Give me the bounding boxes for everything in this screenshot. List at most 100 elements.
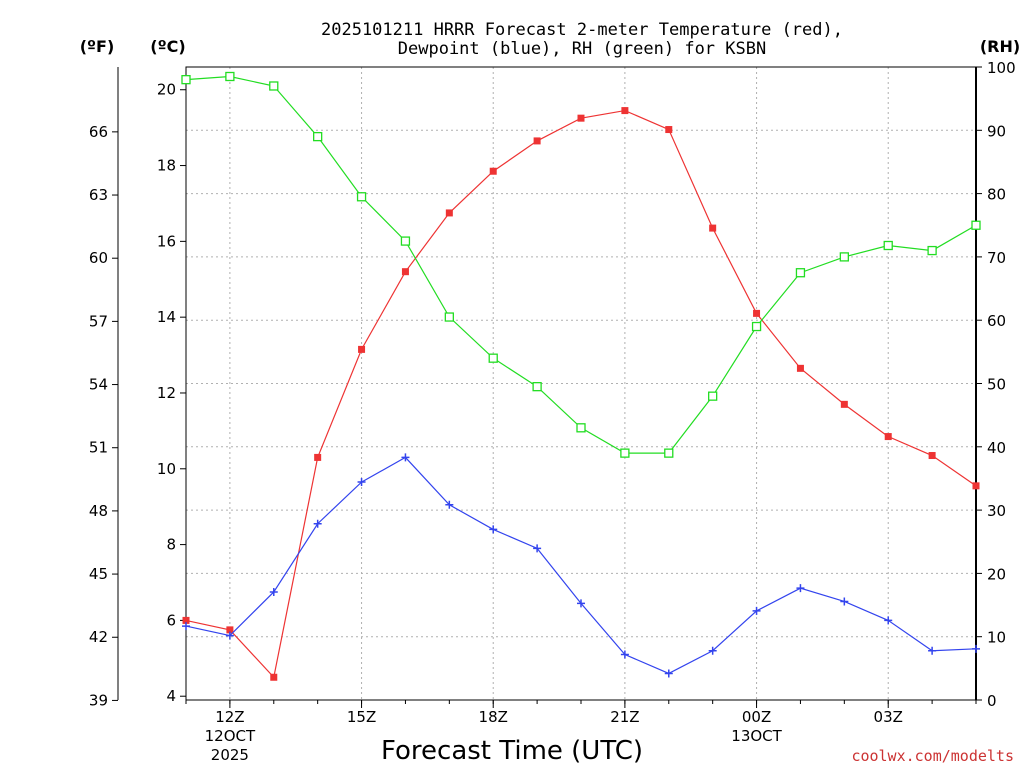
x-date-label: 13OCT [731, 727, 782, 745]
celsius-tick-label: 12 [157, 384, 176, 402]
dewpoint-point [840, 597, 849, 606]
rh-tick-label: 20 [987, 565, 1006, 583]
2-meter-temperature-point [665, 126, 673, 134]
rh-tick-label: 80 [987, 186, 1006, 204]
dewpoint-point [708, 646, 717, 655]
2-meter-temperature-point [489, 167, 497, 175]
fahrenheit-tick-label: 60 [89, 249, 108, 267]
rh-tick-label: 40 [987, 439, 1006, 457]
fahrenheit-unit-label: (ºF) [80, 37, 115, 56]
relative-humidity-point [400, 236, 411, 246]
fahrenheit-tick-label: 66 [89, 123, 108, 141]
dewpoint-point [752, 606, 761, 615]
2-meter-temperature-point [840, 400, 848, 408]
fahrenheit-tick-label: 42 [89, 628, 108, 646]
2-meter-temperature-point [226, 626, 234, 634]
dewpoint-point [884, 616, 893, 625]
dewpoint-point [313, 519, 322, 528]
relative-humidity-point [313, 131, 323, 142]
series-2-meter-temperature [182, 107, 980, 681]
rh-tick-label: 60 [987, 312, 1006, 330]
credit-link[interactable]: coolwx.com/modelts [851, 747, 1014, 765]
gridlines [186, 67, 976, 700]
relative-humidity-point [664, 448, 674, 458]
relative-humidity-line [185, 75, 977, 454]
series-relative-humidity [181, 71, 981, 458]
dewpoint-point [664, 669, 673, 678]
2-meter-temperature-point [358, 345, 366, 353]
relative-humidity-point [708, 391, 718, 401]
fahrenheit-tick-label: 48 [89, 502, 108, 520]
series-group [181, 71, 981, 681]
celsius-tick-label: 6 [166, 611, 176, 629]
celsius-tick-label: 18 [157, 157, 176, 175]
2-meter-temperature-point [709, 224, 717, 232]
dewpoint-point [620, 650, 629, 659]
series-dewpoint [182, 453, 980, 678]
relative-humidity-point [225, 71, 235, 82]
rh-unit-label: (RH) [980, 37, 1020, 56]
2-meter-temperature-line [185, 109, 977, 679]
2-meter-temperature-point [577, 114, 585, 122]
x-tick-label: 12Z [215, 708, 244, 726]
dewpoint-point [796, 584, 805, 593]
relative-humidity-point [181, 75, 191, 85]
dewpoint-line [185, 456, 977, 675]
title-line-1: 2025101211 HRRR Forecast 2-meter Tempera… [321, 20, 843, 40]
relative-humidity-point [444, 312, 454, 322]
x-tick-label: 15Z [347, 708, 376, 726]
celsius-tick-label: 20 [157, 81, 176, 99]
2-meter-temperature-point [270, 673, 278, 681]
fahrenheit-tick-label: 45 [89, 565, 108, 583]
celsius-tick-label: 14 [157, 308, 176, 326]
rh-tick-label: 70 [987, 249, 1006, 267]
x-tick-label: 18Z [479, 708, 508, 726]
fahrenheit-tick-label: 54 [89, 376, 108, 394]
dewpoint-point [225, 631, 234, 640]
relative-humidity-point [795, 268, 806, 278]
x-date-label: 12OCT [205, 727, 256, 745]
x-tick-label: 03Z [874, 708, 903, 726]
dewpoint-point [445, 500, 454, 509]
rh-tick-label: 50 [987, 376, 1006, 394]
relative-humidity-point [576, 423, 586, 433]
fahrenheit-tick-label: 63 [89, 186, 108, 204]
x-year-label: 2025 [211, 746, 249, 764]
relative-humidity-point [269, 81, 279, 91]
axes: 4 6 8 10 12 14 16 18 20 39 42 45 48 51 54 57 60 63 66 0 10 20… [89, 59, 1016, 764]
dewpoint-point [269, 587, 278, 596]
celsius-tick-label: 8 [166, 536, 176, 554]
2-meter-temperature-point [445, 209, 453, 217]
2-meter-temperature-point [753, 309, 761, 317]
dewpoint-point [972, 644, 980, 653]
dewpoint-point [577, 599, 585, 608]
rh-tick-label: 10 [987, 629, 1006, 647]
relative-humidity-point [356, 192, 367, 202]
fahrenheit-tick-label: 57 [89, 312, 108, 330]
2-meter-temperature-point [314, 453, 322, 461]
dewpoint-point [401, 453, 410, 462]
x-tick-label: 00Z [742, 708, 771, 726]
2-meter-temperature-point [182, 616, 190, 624]
2-meter-temperature-point [884, 433, 892, 441]
2-meter-temperature-point [533, 137, 541, 145]
rh-tick-label: 90 [987, 122, 1006, 140]
rh-tick-label: 100 [987, 59, 1016, 77]
relative-humidity-point [751, 321, 762, 332]
fahrenheit-tick-label: 39 [89, 691, 108, 709]
relative-humidity-point [488, 353, 498, 363]
dewpoint-point [533, 544, 542, 553]
fahrenheit-tick-label: 51 [89, 439, 108, 457]
celsius-tick-label: 16 [157, 232, 176, 250]
2-meter-temperature-point [972, 482, 980, 490]
relative-humidity-point [620, 448, 630, 458]
dewpoint-point [357, 478, 366, 487]
relative-humidity-point [971, 220, 981, 230]
rh-tick-label: 30 [987, 502, 1006, 520]
x-tick-label: 21Z [610, 708, 639, 726]
title: 2025101211 HRRR Forecast 2-meter Tempera… [321, 20, 843, 59]
celsius-tick-label: 10 [157, 460, 176, 478]
dewpoint-point [489, 525, 498, 534]
dewpoint-point [928, 646, 937, 655]
